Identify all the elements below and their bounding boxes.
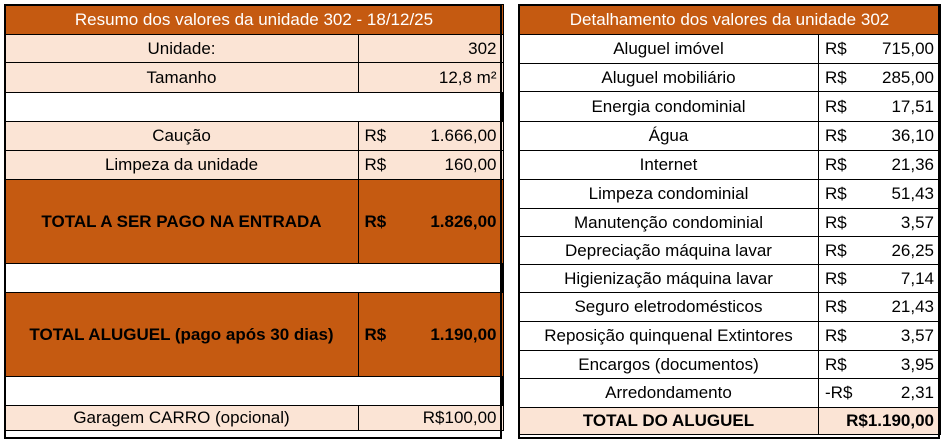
tamanho-value: 12,8 m² (357, 62, 504, 93)
detail-item-amount: R$ 51,43 (817, 179, 942, 209)
detail-row: Internet R$ 21,36 (518, 150, 942, 180)
detail-item-value: 26,25 (891, 240, 935, 260)
detail-item-label: Depreciação máquina lavar (518, 236, 819, 265)
detail-item-label: Seguro eletrodomésticos (518, 292, 819, 322)
detail-item-value: 3,57 (900, 326, 935, 345)
detail-item-value: 21,36 (891, 155, 935, 174)
limpeza-value: 160,00 (444, 155, 497, 174)
caucao-amount: R$ 1.666,00 (357, 121, 504, 151)
detail-item-value: 285,00 (882, 67, 935, 87)
detail-item-currency: R$ (825, 126, 847, 145)
detail-item-currency: R$ (825, 240, 847, 260)
unidade-value: 302 (357, 34, 504, 63)
detail-row: Aluguel mobiliário R$ 285,00 (518, 63, 942, 92)
detail-row: Depreciação máquina lavar R$ 26,25 (518, 236, 942, 265)
detail-item-amount: R$ 3,57 (817, 208, 942, 237)
detail-item-amount: -R$ 2,31 (817, 378, 942, 408)
detail-item-amount: R$ 715,00 (817, 34, 942, 64)
total-aluguel-amount: R$ 1.190,00 (357, 292, 504, 377)
total-entrada-currency: R$ (364, 211, 387, 231)
summary-table: Resumo dos valores da unidade 302 - 18/1… (4, 4, 504, 431)
detail-item-label: Arredondamento (518, 378, 819, 408)
detail-title: Detalhamento dos valores da unidade 302 (517, 4, 942, 35)
detail-row: Manutenção condominial R$ 3,57 (518, 208, 942, 237)
detail-item-label: Aluguel imóvel (518, 34, 819, 64)
detail-item-label: Energia condominial (518, 91, 819, 122)
detail-item-currency: R$ (825, 326, 847, 345)
detail-item-currency: R$ (825, 155, 847, 174)
detail-item-amount: R$ 7,14 (817, 264, 942, 293)
detail-table: Detalhamento dos valores da unidade 302 … (517, 4, 942, 435)
detail-item-value: 715,00 (882, 39, 935, 58)
detail-item-currency: R$ (825, 212, 847, 232)
total-entrada-label: TOTAL A SER PAGO NA ENTRADA (4, 179, 359, 264)
detail-item-value: 36,10 (891, 126, 935, 145)
total-aluguel-value: 1.190,00 (430, 324, 497, 344)
detail-row: Limpeza condominial R$ 51,43 (518, 179, 942, 209)
detail-item-currency: -R$ (825, 383, 853, 402)
detail-item-currency: R$ (825, 354, 847, 374)
detail-item-currency: R$ (825, 96, 847, 116)
tamanho-label: Tamanho (4, 62, 359, 93)
garagem-label: Garagem CARRO (opcional) (4, 405, 359, 431)
detail-row: Energia condominial R$ 17,51 (518, 91, 942, 122)
detail-item-value: 7,14 (900, 268, 935, 288)
detail-item-amount: R$ 21,43 (817, 292, 942, 322)
detail-item-value: 3,57 (900, 212, 935, 232)
detail-row: Encargos (documentos) R$ 3,95 (518, 350, 942, 379)
detail-item-amount: R$ 17,51 (817, 91, 942, 122)
detail-item-label: Encargos (documentos) (518, 350, 819, 379)
caucao-label: Caução (4, 121, 359, 151)
detail-item-value: 3,95 (900, 354, 935, 374)
limpeza-amount: R$ 160,00 (357, 150, 504, 180)
detail-item-currency: R$ (825, 184, 847, 203)
detail-item-amount: R$ 21,36 (817, 150, 942, 180)
detail-item-amount: R$ 26,25 (817, 236, 942, 265)
total-entrada-value: 1.826,00 (430, 211, 497, 231)
total-aluguel-label: TOTAL ALUGUEL (pago após 30 dias) (4, 292, 359, 377)
summary-title: Resumo dos valores da unidade 302 - 18/1… (4, 4, 504, 35)
detail-item-label: Aluguel mobiliário (518, 63, 819, 92)
total-do-aluguel-value: R$1.190,00 (817, 407, 942, 435)
detail-item-label: Limpeza condominial (518, 179, 819, 209)
caucao-value: 1.666,00 (430, 126, 497, 145)
detail-item-amount: R$ 285,00 (817, 63, 942, 92)
caucao-currency: R$ (364, 126, 387, 145)
detail-item-amount: R$ 3,57 (817, 321, 942, 351)
detail-item-label: Água (518, 121, 819, 151)
spacer-row (4, 92, 504, 122)
total-aluguel-currency: R$ (364, 324, 387, 344)
detail-item-currency: R$ (825, 39, 847, 58)
detail-item-amount: R$ 3,95 (817, 350, 942, 379)
detail-row: Aluguel imóvel R$ 715,00 (518, 34, 942, 64)
detail-item-label: Internet (518, 150, 819, 180)
detail-item-value: 21,43 (891, 297, 935, 316)
total-entrada-amount: R$ 1.826,00 (357, 179, 504, 264)
detail-item-label: Manutenção condominial (518, 208, 819, 237)
detail-item-currency: R$ (825, 268, 847, 288)
garagem-value: R$100,00 (357, 405, 504, 431)
detail-row: Reposição quinquenal Extintores R$ 3,57 (518, 321, 942, 351)
detail-row: Água R$ 36,10 (518, 121, 942, 151)
detail-item-currency: R$ (825, 297, 847, 316)
spacer-row (4, 376, 504, 406)
detail-item-value: 51,43 (891, 184, 935, 203)
detail-item-label: Reposição quinquenal Extintores (518, 321, 819, 351)
detail-item-value: 2,31 (900, 383, 935, 402)
detail-item-value: 17,51 (891, 96, 935, 116)
detail-item-amount: R$ 36,10 (817, 121, 942, 151)
detail-item-label: Higienização máquina lavar (518, 264, 819, 293)
unidade-label: Unidade: (4, 34, 359, 63)
detail-row: Arredondamento -R$ 2,31 (518, 378, 942, 408)
limpeza-currency: R$ (364, 155, 387, 174)
limpeza-label: Limpeza da unidade (4, 150, 359, 180)
spacer-row (4, 263, 504, 293)
total-do-aluguel-label: TOTAL DO ALUGUEL (518, 407, 819, 435)
detail-row: Higienização máquina lavar R$ 7,14 (518, 264, 942, 293)
detail-item-currency: R$ (825, 67, 847, 87)
detail-row: Seguro eletrodomésticos R$ 21,43 (518, 292, 942, 322)
